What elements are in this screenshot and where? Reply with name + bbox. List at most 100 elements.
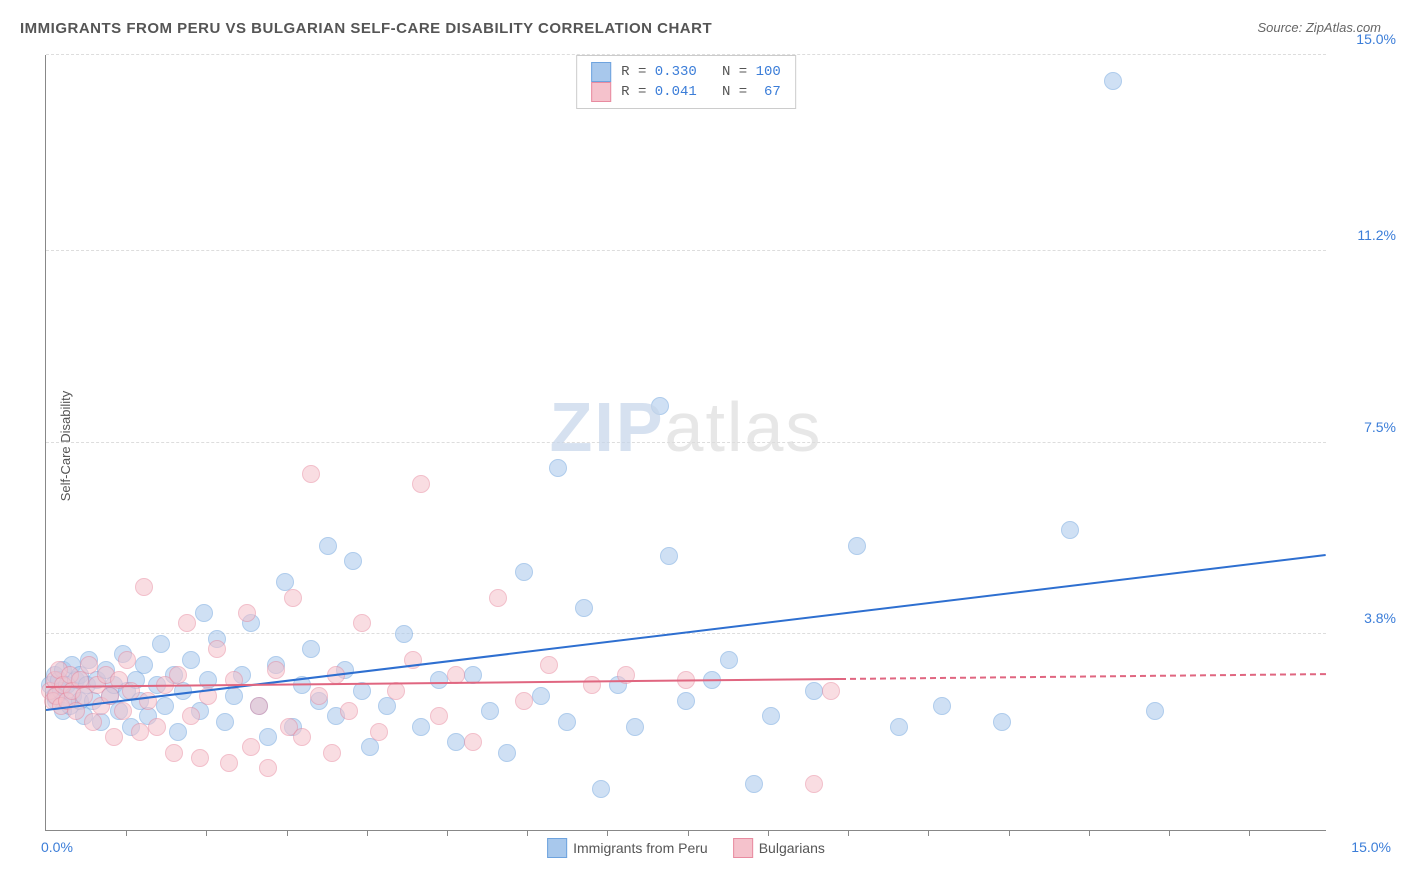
data-point — [135, 656, 153, 674]
data-point — [220, 754, 238, 772]
data-point — [323, 744, 341, 762]
data-point — [353, 614, 371, 632]
data-point — [319, 537, 337, 555]
data-point — [762, 707, 780, 725]
trend-line — [840, 673, 1326, 680]
data-point — [464, 733, 482, 751]
data-point — [208, 640, 226, 658]
data-point — [361, 738, 379, 756]
legend-swatch — [591, 62, 611, 82]
x-tick — [688, 830, 689, 836]
legend-swatch — [591, 82, 611, 102]
data-point — [370, 723, 388, 741]
data-point — [447, 733, 465, 751]
data-point — [430, 671, 448, 689]
data-point — [344, 552, 362, 570]
x-tick — [1169, 830, 1170, 836]
x-tick — [287, 830, 288, 836]
watermark: ZIPatlas — [550, 387, 823, 467]
data-point — [532, 687, 550, 705]
data-point — [890, 718, 908, 736]
data-point — [293, 728, 311, 746]
data-point — [182, 707, 200, 725]
series-legend: Immigrants from Peru Bulgarians — [547, 838, 825, 858]
data-point — [993, 713, 1011, 731]
data-point — [267, 661, 285, 679]
data-point — [1146, 702, 1164, 720]
data-point — [302, 640, 320, 658]
x-tick — [607, 830, 608, 836]
data-point — [651, 397, 669, 415]
data-point — [1061, 521, 1079, 539]
data-point — [118, 651, 136, 669]
data-point — [575, 599, 593, 617]
x-tick — [928, 830, 929, 836]
data-point — [481, 702, 499, 720]
data-point — [225, 687, 243, 705]
x-tick — [1249, 830, 1250, 836]
gridline — [46, 250, 1326, 251]
legend-row: R = 0.330 N = 100 — [591, 62, 781, 82]
data-point — [340, 702, 358, 720]
legend-stats: R = 0.330 N = 100 — [621, 64, 781, 80]
data-point — [430, 707, 448, 725]
data-point — [378, 697, 396, 715]
data-point — [720, 651, 738, 669]
legend-label: Immigrants from Peru — [573, 840, 708, 856]
data-point — [540, 656, 558, 674]
data-point — [242, 738, 260, 756]
data-point — [148, 718, 166, 736]
data-point — [80, 656, 98, 674]
data-point — [114, 702, 132, 720]
data-point — [515, 692, 533, 710]
gridline — [46, 442, 1326, 443]
data-point — [515, 563, 533, 581]
data-point — [805, 775, 823, 793]
data-point — [592, 780, 610, 798]
data-point — [105, 728, 123, 746]
data-point — [156, 697, 174, 715]
data-point — [549, 459, 567, 477]
data-point — [216, 713, 234, 731]
x-tick — [1009, 830, 1010, 836]
legend-row: R = 0.041 N = 67 — [591, 82, 781, 102]
data-point — [933, 697, 951, 715]
correlation-legend: R = 0.330 N = 100 R = 0.041 N = 67 — [576, 55, 796, 109]
x-tick — [768, 830, 769, 836]
data-point — [660, 547, 678, 565]
x-tick — [206, 830, 207, 836]
y-tick-label: 3.8% — [1336, 610, 1396, 626]
data-point — [310, 687, 328, 705]
legend-stats: R = 0.041 N = 67 — [621, 84, 781, 100]
data-point — [139, 692, 157, 710]
legend-item: Immigrants from Peru — [547, 838, 708, 858]
data-point — [395, 625, 413, 643]
data-point — [677, 692, 695, 710]
x-tick — [447, 830, 448, 836]
legend-item: Bulgarians — [733, 838, 825, 858]
data-point — [284, 589, 302, 607]
legend-swatch — [547, 838, 567, 858]
data-point — [626, 718, 644, 736]
data-point — [498, 744, 516, 762]
data-point — [182, 651, 200, 669]
data-point — [131, 723, 149, 741]
data-point — [165, 744, 183, 762]
y-tick-label: 15.0% — [1336, 31, 1396, 47]
data-point — [191, 749, 209, 767]
x-tick — [126, 830, 127, 836]
x-tick — [367, 830, 368, 836]
data-point — [250, 697, 268, 715]
data-point — [848, 537, 866, 555]
data-point — [822, 682, 840, 700]
x-tick — [527, 830, 528, 836]
data-point — [412, 718, 430, 736]
data-point — [169, 666, 187, 684]
data-point — [259, 728, 277, 746]
x-axis-max-label: 15.0% — [1351, 839, 1391, 855]
data-point — [745, 775, 763, 793]
data-point — [558, 713, 576, 731]
data-point — [178, 614, 196, 632]
data-point — [583, 676, 601, 694]
data-point — [412, 475, 430, 493]
